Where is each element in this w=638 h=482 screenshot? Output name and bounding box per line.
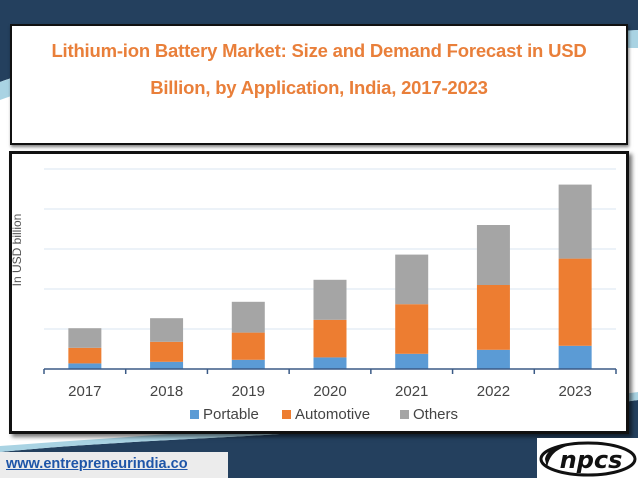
bar-automotive-2018 [150, 341, 184, 362]
legend-label-portable: Portable [203, 406, 259, 423]
x-tick-label: 2021 [395, 383, 428, 400]
legend-label-others: Others [413, 406, 458, 423]
legend-label-automotive: Automotive [295, 406, 370, 423]
bar-others-2021 [395, 254, 429, 305]
bar-automotive-2020 [313, 319, 347, 358]
bar-automotive-2017 [68, 347, 102, 364]
title-box: Lithium-ion Battery Market: Size and Dem… [10, 24, 628, 145]
legend-swatch-portable [190, 410, 199, 419]
bar-automotive-2023 [558, 258, 592, 346]
website-banner: www.entrepreneurindia.co [0, 452, 228, 478]
x-tick-label: 2020 [313, 383, 346, 400]
chart-title-line-1: Lithium-ion Battery Market: Size and Dem… [51, 40, 587, 61]
x-tick-label: 2018 [150, 383, 183, 400]
bar-portable-2021 [395, 353, 429, 369]
bar-others-2020 [313, 279, 347, 320]
x-tick-label: 2017 [68, 383, 101, 400]
npcs-logo: npcs [537, 438, 638, 478]
x-tick-label: 2019 [232, 383, 265, 400]
x-axis [43, 368, 617, 374]
bar-others-2018 [150, 318, 184, 342]
chart-container: In USD billion 2017 2018 2019 2020 2021 2022 2… [9, 151, 629, 434]
svg-text:npcs: npcs [560, 446, 623, 474]
y-axis-label: In USD billion [12, 214, 24, 287]
website-link[interactable]: www.entrepreneurindia.co [6, 456, 188, 472]
bar-others-2022 [476, 225, 510, 285]
stacked-bar-chart: In USD billion 2017 2018 2019 2020 2021 2022 2… [12, 168, 617, 423]
legend-swatch-automotive [282, 410, 291, 419]
legend-swatch-others [400, 410, 409, 419]
bar-others-2019 [231, 301, 265, 333]
bar-portable-2019 [231, 359, 265, 369]
legend: Portable Automotive Others [190, 406, 458, 423]
bar-portable-2020 [313, 357, 347, 369]
bar-automotive-2022 [476, 285, 510, 350]
bars [68, 184, 592, 369]
bar-portable-2023 [558, 345, 592, 369]
bar-others-2017 [68, 328, 102, 348]
chart-title-line-2: Billion, by Application, India, 2017-202… [150, 77, 488, 98]
x-tick-label: 2022 [477, 383, 510, 400]
x-tick-labels: 2017 2018 2019 2020 2021 2022 2023 [68, 383, 592, 400]
bar-automotive-2021 [395, 304, 429, 354]
x-tick-label: 2023 [558, 383, 591, 400]
bar-portable-2017 [68, 363, 102, 369]
bar-automotive-2019 [231, 332, 265, 360]
bar-portable-2022 [476, 349, 510, 369]
bar-portable-2018 [150, 361, 184, 369]
bar-others-2023 [558, 184, 592, 259]
